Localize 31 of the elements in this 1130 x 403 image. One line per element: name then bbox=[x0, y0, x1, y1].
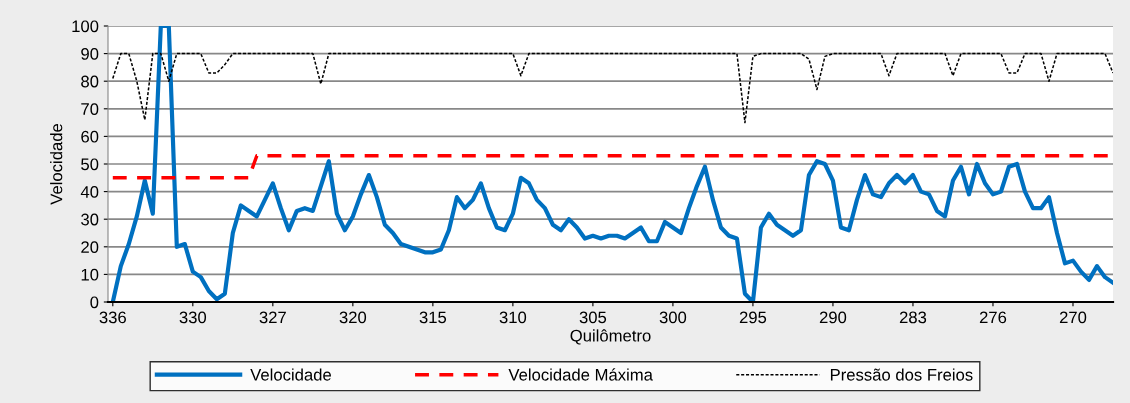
y-tick-label: 20 bbox=[81, 241, 99, 253]
x-tick-label: 276 bbox=[979, 311, 1007, 324]
x-tick-label: 310 bbox=[499, 311, 527, 324]
y-tick-label: 70 bbox=[81, 103, 99, 115]
x-tick-label: 320 bbox=[339, 311, 367, 324]
legend-label: Pressão dos Freios bbox=[830, 368, 973, 381]
x-tick-label: 305 bbox=[579, 311, 607, 324]
x-tick-label: 315 bbox=[419, 311, 447, 324]
x-tick-label: 330 bbox=[179, 311, 207, 324]
x-axis-title: Quilômetro bbox=[570, 329, 651, 345]
x-tick-label: 295 bbox=[739, 311, 767, 324]
y-tick-label: 50 bbox=[81, 158, 99, 171]
legend-label: Velocidade Máxima bbox=[508, 368, 653, 381]
y-tick-label: 60 bbox=[81, 130, 99, 143]
y-tick-label: 40 bbox=[80, 186, 99, 198]
x-tick-label: 290 bbox=[819, 311, 847, 324]
x-tick-label: 327 bbox=[259, 311, 286, 324]
y-tick-label: 30 bbox=[81, 213, 99, 226]
y-axis-title: Velocidade bbox=[50, 123, 63, 205]
x-tick-label: 300 bbox=[659, 311, 687, 324]
y-tick-label: 10 bbox=[81, 268, 99, 281]
legend-label: Velocidade bbox=[250, 368, 331, 381]
y-tick-label: 0 bbox=[90, 296, 99, 309]
line-series bbox=[112, 52, 1113, 124]
line-series bbox=[110, 26, 1113, 302]
y-tick-label: 90 bbox=[81, 48, 99, 60]
x-tick-label: 336 bbox=[99, 311, 126, 324]
y-tick-label: 80 bbox=[81, 75, 99, 88]
x-tick-label: 270 bbox=[1059, 311, 1087, 324]
x-tick-label: 283 bbox=[899, 311, 927, 324]
y-tick-label: 100 bbox=[72, 20, 99, 33]
